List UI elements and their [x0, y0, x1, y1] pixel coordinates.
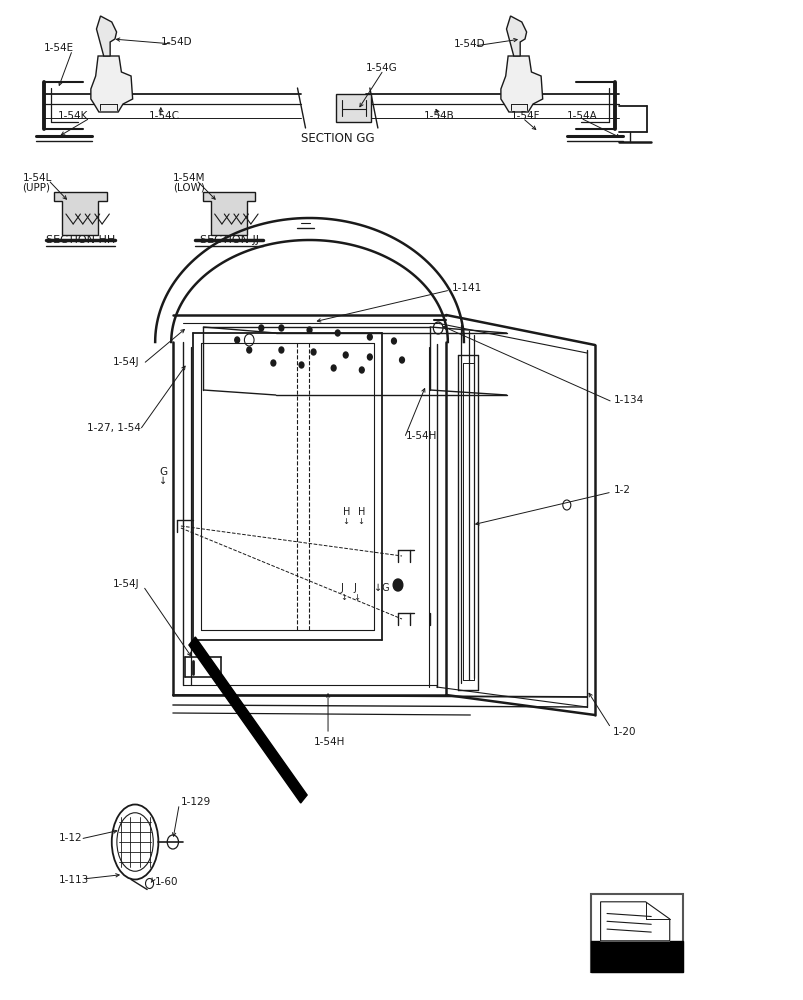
Text: J: J: [353, 583, 357, 593]
Text: ↓: ↓: [357, 516, 364, 526]
Circle shape: [391, 338, 396, 344]
Text: 1-54L: 1-54L: [22, 173, 52, 183]
Circle shape: [234, 337, 239, 343]
Circle shape: [299, 362, 304, 368]
Polygon shape: [55, 192, 106, 235]
Text: 1-54H: 1-54H: [313, 737, 344, 747]
Polygon shape: [600, 902, 669, 941]
Text: ↓: ↓: [159, 476, 167, 486]
Circle shape: [259, 325, 263, 331]
Text: H: H: [342, 507, 349, 517]
Text: SECTION GG: SECTION GG: [300, 131, 374, 144]
Polygon shape: [189, 637, 307, 803]
Text: 1-54C: 1-54C: [149, 111, 180, 121]
Text: ↓: ↓: [342, 516, 349, 526]
Text: 1-141: 1-141: [451, 283, 482, 293]
Text: 1-20: 1-20: [612, 727, 635, 737]
Text: 1-54G: 1-54G: [365, 63, 397, 73]
Text: 1-129: 1-129: [181, 797, 211, 807]
Text: 1-54J: 1-54J: [112, 357, 139, 367]
Text: 1-27, 1-54: 1-27, 1-54: [87, 423, 141, 433]
Circle shape: [367, 354, 372, 360]
Circle shape: [331, 365, 336, 371]
Polygon shape: [96, 16, 116, 56]
Text: 1-54D: 1-54D: [454, 39, 485, 49]
Text: 1-54K: 1-54K: [58, 111, 88, 121]
Circle shape: [359, 367, 364, 373]
Text: 1-134: 1-134: [613, 395, 643, 405]
Polygon shape: [500, 56, 542, 112]
Circle shape: [247, 347, 251, 353]
Bar: [590, 894, 683, 972]
Text: ↓G: ↓G: [373, 583, 389, 593]
Polygon shape: [202, 192, 255, 235]
Circle shape: [335, 330, 340, 336]
Text: 1-54F: 1-54F: [510, 111, 540, 121]
Text: H: H: [357, 507, 365, 517]
Text: ↓: ↓: [353, 592, 360, 601]
Text: 1-12: 1-12: [59, 833, 82, 843]
Text: 1-54J: 1-54J: [112, 579, 139, 589]
Text: 1-54A: 1-54A: [566, 111, 597, 121]
Polygon shape: [336, 94, 371, 122]
Text: G: G: [159, 467, 167, 477]
Circle shape: [279, 325, 283, 331]
Text: (UPP): (UPP): [22, 183, 51, 193]
Polygon shape: [91, 56, 132, 112]
Circle shape: [311, 349, 316, 355]
Circle shape: [279, 347, 283, 353]
Text: 1-54M: 1-54M: [173, 173, 205, 183]
Text: SECTION JJ: SECTION JJ: [199, 235, 259, 245]
Circle shape: [399, 357, 404, 363]
Text: 1-54B: 1-54B: [423, 111, 454, 121]
Polygon shape: [506, 16, 526, 56]
Circle shape: [367, 334, 372, 340]
Text: 1-113: 1-113: [59, 875, 89, 885]
Text: 1-54D: 1-54D: [161, 37, 192, 47]
Text: ↓: ↓: [340, 592, 347, 601]
Circle shape: [307, 327, 312, 333]
Text: J: J: [340, 583, 344, 593]
Circle shape: [343, 352, 348, 358]
Text: 1-54H: 1-54H: [406, 431, 437, 441]
Text: 1-54E: 1-54E: [44, 43, 74, 53]
Text: (LOW): (LOW): [173, 183, 205, 193]
Circle shape: [393, 579, 402, 591]
Circle shape: [271, 360, 275, 366]
Text: 1-60: 1-60: [154, 877, 177, 887]
Text: SECTION HH: SECTION HH: [46, 235, 115, 245]
Text: 1-2: 1-2: [613, 485, 630, 495]
Polygon shape: [590, 941, 683, 972]
